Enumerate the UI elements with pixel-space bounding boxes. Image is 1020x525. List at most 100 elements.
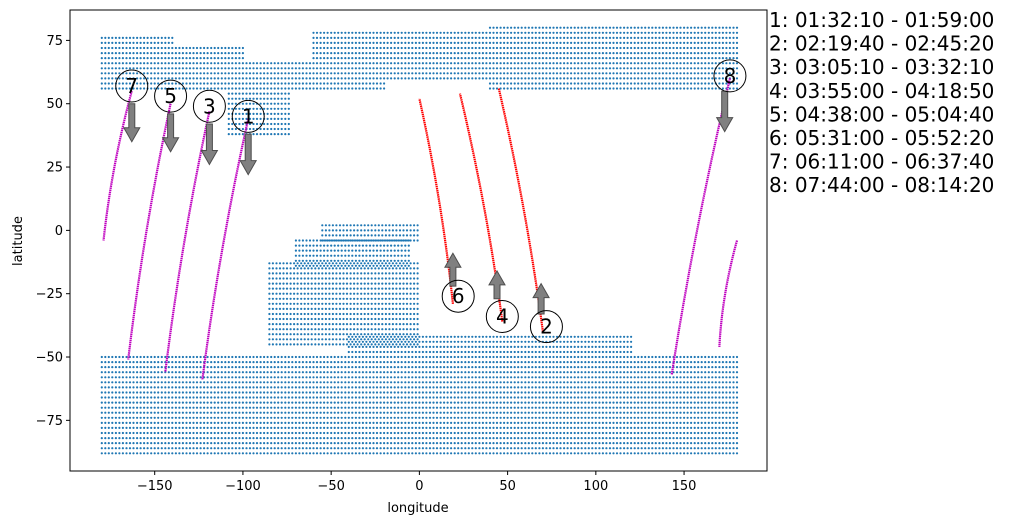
grid-point <box>457 36 460 40</box>
grid-point <box>450 396 453 399</box>
grid-point <box>238 97 241 100</box>
grid-point <box>231 421 234 424</box>
grid-point <box>100 36 103 40</box>
grid-point <box>563 31 566 34</box>
grid-point <box>503 87 506 90</box>
grid-point <box>333 396 336 399</box>
grid-point <box>319 452 322 455</box>
grid-point <box>255 371 259 374</box>
grid-point <box>538 62 541 65</box>
grid-point <box>418 46 421 50</box>
grid-point <box>566 77 569 80</box>
grid-point <box>453 406 456 409</box>
grid-point <box>340 447 343 450</box>
grid-point <box>559 421 562 424</box>
grid-point <box>510 26 513 29</box>
grid-point <box>238 122 241 126</box>
grid-point <box>227 57 230 60</box>
grid-point <box>718 401 721 404</box>
grid-point <box>323 52 326 55</box>
grid-point <box>675 411 679 414</box>
grid-point <box>559 62 562 65</box>
grid-point <box>503 452 506 455</box>
grid-point <box>224 72 227 75</box>
grid-point <box>570 452 573 455</box>
grid-point <box>506 87 509 90</box>
grid-point <box>188 371 192 374</box>
grid-point <box>248 92 252 95</box>
grid-point <box>647 57 650 60</box>
grid-point <box>541 431 545 435</box>
grid-point <box>139 386 142 389</box>
grid-point <box>443 406 446 409</box>
grid-point <box>136 41 139 45</box>
grid-point <box>203 452 206 455</box>
grid-point <box>224 62 227 65</box>
grid-point <box>132 82 135 85</box>
grid-point <box>146 401 149 404</box>
grid-point <box>541 426 545 429</box>
grid-point <box>534 36 537 40</box>
grid-point <box>400 437 403 440</box>
grid-point <box>330 41 333 45</box>
grid-point <box>178 72 181 75</box>
grid-point <box>305 391 308 394</box>
grid-point <box>566 401 569 404</box>
grid-point <box>390 41 393 45</box>
grid-point <box>354 72 357 75</box>
grid-point <box>153 371 156 374</box>
grid-point <box>287 376 290 379</box>
grid-point <box>136 46 139 50</box>
grid-point <box>615 411 619 414</box>
grid-point <box>347 52 350 55</box>
grid-point <box>100 406 103 409</box>
grid-point <box>375 82 379 85</box>
grid-point <box>111 361 114 364</box>
grid-point <box>375 366 379 369</box>
grid-point <box>224 361 227 364</box>
grid-point <box>220 57 223 60</box>
grid-point <box>330 411 333 414</box>
grid-point <box>305 82 308 85</box>
grid-point <box>277 102 280 105</box>
grid-point <box>220 421 223 424</box>
grid-point <box>580 452 583 455</box>
grid-point <box>647 442 650 445</box>
grid-point <box>185 67 188 70</box>
grid-point <box>644 77 647 80</box>
grid-point <box>580 36 583 40</box>
grid-point <box>400 72 403 75</box>
grid-point <box>566 46 569 50</box>
grid-point <box>467 406 470 409</box>
grid-point <box>573 41 576 45</box>
grid-point <box>672 52 675 55</box>
grid-point <box>563 52 566 55</box>
grid-point <box>661 442 665 445</box>
grid-point <box>188 386 192 389</box>
grid-point <box>192 62 195 65</box>
grid-point <box>266 371 269 374</box>
grid-point <box>721 421 725 424</box>
grid-point <box>450 52 453 55</box>
grid-point <box>100 411 103 414</box>
grid-point <box>672 57 675 60</box>
grid-point <box>280 122 283 126</box>
grid-point <box>213 396 216 399</box>
grid-point <box>287 371 290 374</box>
grid-point <box>231 416 234 419</box>
grid-point <box>248 371 252 374</box>
grid-point <box>241 117 244 120</box>
grid-point <box>195 426 199 429</box>
grid-point <box>443 31 446 34</box>
grid-point <box>591 46 594 50</box>
grid-point <box>499 406 502 409</box>
grid-point <box>732 396 735 399</box>
grid-point <box>626 77 629 80</box>
grid-point <box>171 41 174 45</box>
grid-point <box>457 31 460 34</box>
grid-point <box>700 87 703 90</box>
grid-point <box>700 426 703 429</box>
grid-point <box>732 421 735 424</box>
grid-point <box>340 426 343 429</box>
grid-point <box>347 82 350 85</box>
